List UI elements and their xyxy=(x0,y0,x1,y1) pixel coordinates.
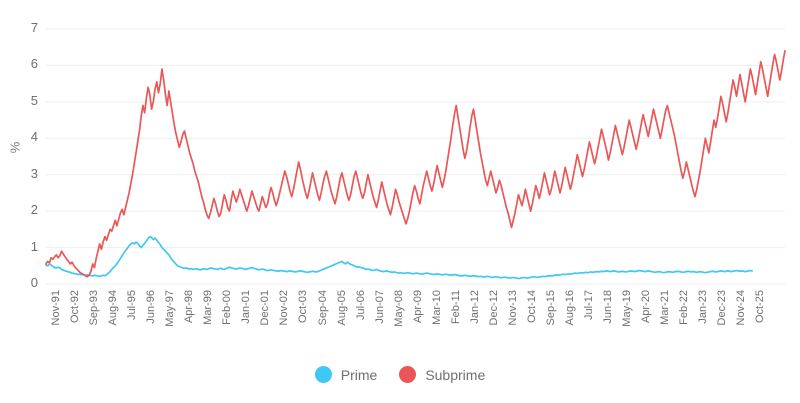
x-tick-label: Mar-21 xyxy=(659,290,672,325)
x-tick-label: Jan-01 xyxy=(240,290,253,324)
x-tick-label: Mar-10 xyxy=(430,290,443,325)
x-tick-label: Oct-03 xyxy=(297,290,310,324)
x-tick-label: Feb-00 xyxy=(221,290,234,325)
x-tick-label: Nov-91 xyxy=(50,290,62,326)
x-tick-label: Jan-12 xyxy=(468,290,481,324)
x-tick-label: May-19 xyxy=(621,290,634,327)
x-tick-label: Oct-92 xyxy=(69,290,82,324)
chart-legend: Prime Subprime xyxy=(0,366,800,383)
y-tick-label: 7 xyxy=(30,20,38,35)
x-tick-label: Jun-07 xyxy=(373,290,386,324)
y-tick-label: 0 xyxy=(30,275,38,290)
x-tick-label: Sep-93 xyxy=(88,290,101,326)
y-tick-label: 4 xyxy=(30,129,38,145)
x-tick-label: Mar-99 xyxy=(202,290,215,325)
x-tick-label: Jul-17 xyxy=(583,290,596,320)
x-tick-label: May-97 xyxy=(164,290,177,327)
gridlines-group xyxy=(46,28,785,285)
x-tick-label: Feb-22 xyxy=(678,290,691,325)
series-line-prime xyxy=(45,235,753,280)
x-tick-label: Apr-98 xyxy=(183,290,196,324)
x-tick-label: Apr-09 xyxy=(411,290,424,324)
x-tick-label: Jun-96 xyxy=(145,290,158,324)
x-tick-label: Jul-06 xyxy=(354,290,367,320)
x-tick-label: Apr-20 xyxy=(640,290,653,324)
series-line-subprime xyxy=(45,50,786,278)
y-tick-label: 5 xyxy=(30,92,38,108)
y-tick-label: 3 xyxy=(30,165,38,181)
x-tick-label: Nov-02 xyxy=(278,290,291,326)
x-tick-label: Jul-95 xyxy=(126,290,139,320)
x-tick-label: Jan-23 xyxy=(697,290,710,324)
legend-label-prime: Prime xyxy=(340,366,378,383)
x-tick-label: Sep-04 xyxy=(316,290,329,326)
legend-color-dot-subprime xyxy=(399,366,417,383)
x-tick-label: Aug-05 xyxy=(335,290,348,326)
x-tick-label: May-08 xyxy=(392,290,405,327)
y-tick-label: 1 xyxy=(30,238,38,254)
x-tick-label: Oct-25 xyxy=(754,290,767,324)
legend-label-subprime: Subprime xyxy=(425,366,486,383)
legend-color-dot-prime xyxy=(314,366,332,383)
x-axis-tick-labels: Nov-91 Oct-92 Sep-93 Aug-94 Jul-95 Jun-96 May-… xyxy=(0,290,800,352)
x-tick-label: Dec-01 xyxy=(259,290,272,326)
x-tick-label: Nov-13 xyxy=(506,290,519,326)
x-tick-label: Oct-14 xyxy=(525,290,538,324)
x-tick-label: Feb-11 xyxy=(449,290,462,325)
x-tick-label: Nov-24 xyxy=(735,290,748,326)
x-tick-label: Jun-18 xyxy=(602,290,615,324)
legend-item-prime[interactable]: Prime xyxy=(314,366,378,383)
y-tick-label: 2 xyxy=(30,202,38,218)
x-tick-label: Dec-12 xyxy=(487,290,500,326)
x-tick-label: Aug-94 xyxy=(107,290,120,326)
y-tick-label: 6 xyxy=(30,56,38,72)
x-tick-label: Sep-15 xyxy=(544,290,557,326)
x-tick-label: Aug-16 xyxy=(564,290,576,326)
legend-item-subprime[interactable]: Subprime xyxy=(399,366,485,383)
series-group xyxy=(45,50,786,280)
x-tick-label: Dec-23 xyxy=(716,290,729,326)
